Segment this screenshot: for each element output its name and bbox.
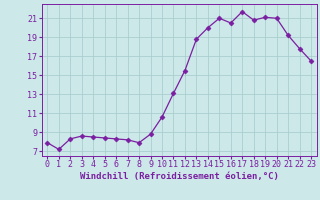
X-axis label: Windchill (Refroidissement éolien,°C): Windchill (Refroidissement éolien,°C) bbox=[80, 172, 279, 181]
